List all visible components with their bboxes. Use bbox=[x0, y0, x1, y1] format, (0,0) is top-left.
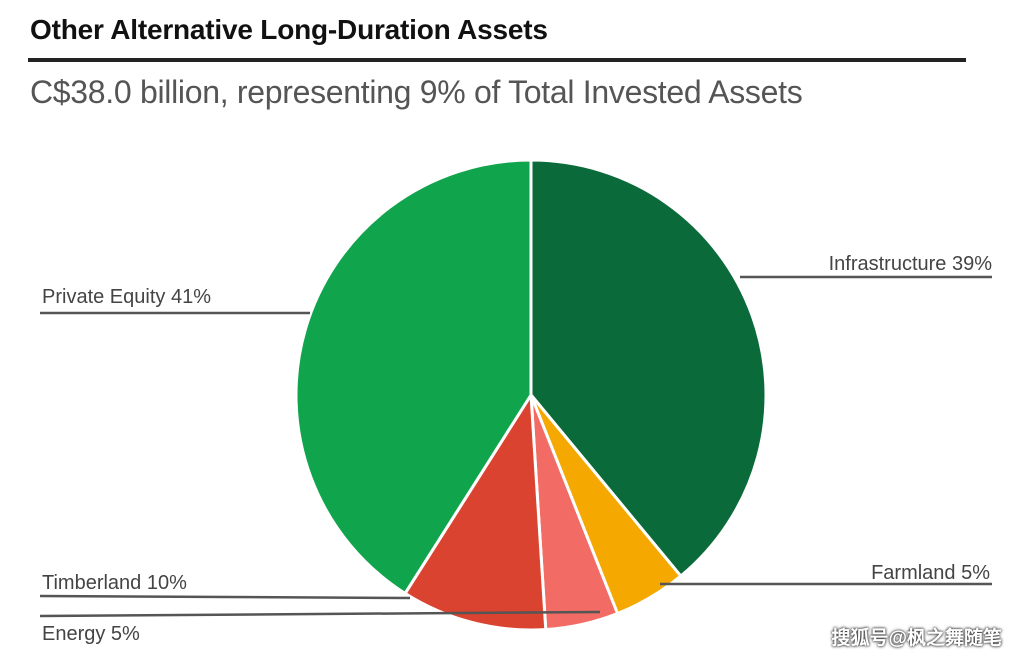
chart-title: Other Alternative Long-Duration Assets bbox=[30, 14, 548, 45]
slice-label-energy: Energy 5% bbox=[42, 623, 140, 645]
pie-slice-private-equity bbox=[294, 158, 533, 596]
slice-labels: Infrastructure 39% Farmland 5% Energy 5% Ti… bbox=[42, 253, 992, 645]
leader-line-energy bbox=[39, 610, 601, 618]
slice-label-timberland: Timberland 10% bbox=[42, 572, 187, 594]
pie-slice-infrastructure bbox=[529, 158, 768, 579]
slice-label-infrastructure: Infrastructure 39% bbox=[829, 253, 993, 275]
leader-line-timberland bbox=[39, 594, 411, 600]
slice-label-private-equity: Private Equity 41% bbox=[42, 286, 211, 308]
watermark: 搜狐号@枫之舞随笔 bbox=[831, 628, 1002, 649]
chart-subtitle: C$38.0 billion, representing 9% of Total… bbox=[30, 74, 803, 110]
pie-slice-timberland bbox=[403, 390, 548, 632]
pie-slices bbox=[294, 158, 768, 632]
title-underline bbox=[28, 58, 966, 62]
slice-label-farmland: Farmland 5% bbox=[871, 562, 990, 584]
label-leader-lines bbox=[39, 275, 992, 618]
